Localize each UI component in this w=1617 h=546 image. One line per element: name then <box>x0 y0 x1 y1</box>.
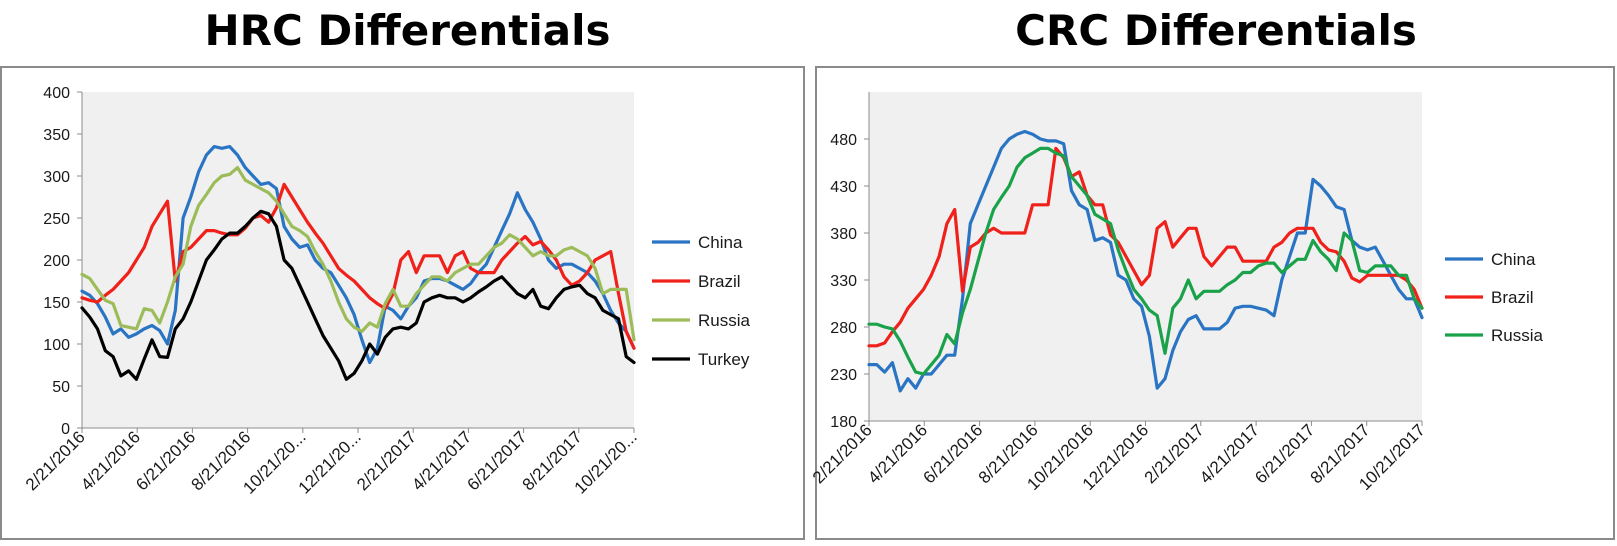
crc-y-tick-label: 330 <box>830 273 857 290</box>
hrc-legend-label-brazil: Brazil <box>698 272 741 291</box>
hrc-y-tick-label: 50 <box>52 379 70 396</box>
crc-series-brazil-line <box>867 146 1424 348</box>
hrc-plot-area <box>82 92 634 428</box>
hrc-y-tick-label: 350 <box>43 127 70 144</box>
hrc-legend-label-turkey: Turkey <box>698 350 750 369</box>
hrc-series-russia-line <box>80 165 636 342</box>
crc-y-tick-label: 280 <box>830 320 857 337</box>
crc-x-tick-label: 6/21/2017 <box>1251 420 1318 487</box>
crc-chart-panel: 180 230 280 330 380 430 480 2/21/2016 4/21/2016 6… <box>809 66 1615 540</box>
crc-y-tick-label: 180 <box>830 414 857 431</box>
hrc-chart-svg: 0501001502002503003504002/21/20164/21/20… <box>22 85 751 498</box>
crc-plot-area <box>869 92 1422 421</box>
crc-series-russia-line <box>867 146 1424 376</box>
crc-y-tick-label: 380 <box>830 226 857 243</box>
crc-y-tick-label: 430 <box>830 179 857 196</box>
crc-x-tick-label: 2/21/2017 <box>1141 420 1208 487</box>
hrc-x-tick-label: 2/21/2017 <box>353 427 420 494</box>
hrc-x-tick-label: 6/21/2017 <box>464 427 531 494</box>
hrc-legend-label-china: China <box>698 233 743 252</box>
hrc-y-tick-label: 300 <box>43 169 70 186</box>
hrc-series-brazil-line <box>80 182 636 350</box>
hrc-y-tick-label: 150 <box>43 295 70 312</box>
crc-series-china-line <box>867 129 1424 393</box>
hrc-chart-panel: 0 50 100 150 200 250 300 350 400 2/21/2016 4/21/20… <box>0 66 805 540</box>
hrc-series-turkey-line <box>80 209 636 381</box>
hrc-y-tick-label: 400 <box>43 85 70 102</box>
hrc-legend-label-russia: Russia <box>698 311 751 330</box>
crc-chart-svg: 1802302803303804304802/21/20164/21/20166… <box>809 92 1544 494</box>
hrc-chart-title: HRC Differentials <box>204 6 611 55</box>
hrc-y-tick-label: 200 <box>43 253 70 270</box>
crc-legend-label-brazil: Brazil <box>1491 288 1534 307</box>
crc-x-tick-label: 6/21/2016 <box>920 420 987 487</box>
crc-x-tick-label: 4/21/2017 <box>1196 420 1263 487</box>
crc-y-tick-label: 230 <box>830 367 857 384</box>
crc-legend-label-china: China <box>1491 250 1536 269</box>
hrc-y-tick-label: 0 <box>61 421 70 438</box>
hrc-y-tick-label: 100 <box>43 337 70 354</box>
crc-x-tick-label: 4/21/2016 <box>864 420 931 487</box>
crc-y-tick-label: 480 <box>830 132 857 149</box>
hrc-x-tick-label: 4/21/2016 <box>77 427 144 494</box>
hrc-y-tick-label: 250 <box>43 211 70 228</box>
crc-legend-label-russia: Russia <box>1491 326 1544 345</box>
crc-chart-title: CRC Differentials <box>1015 6 1417 55</box>
hrc-x-tick-label: 2/21/2016 <box>22 427 89 494</box>
hrc-x-tick-label: 4/21/2017 <box>408 427 475 494</box>
hrc-x-tick-label: 6/21/2016 <box>132 427 199 494</box>
